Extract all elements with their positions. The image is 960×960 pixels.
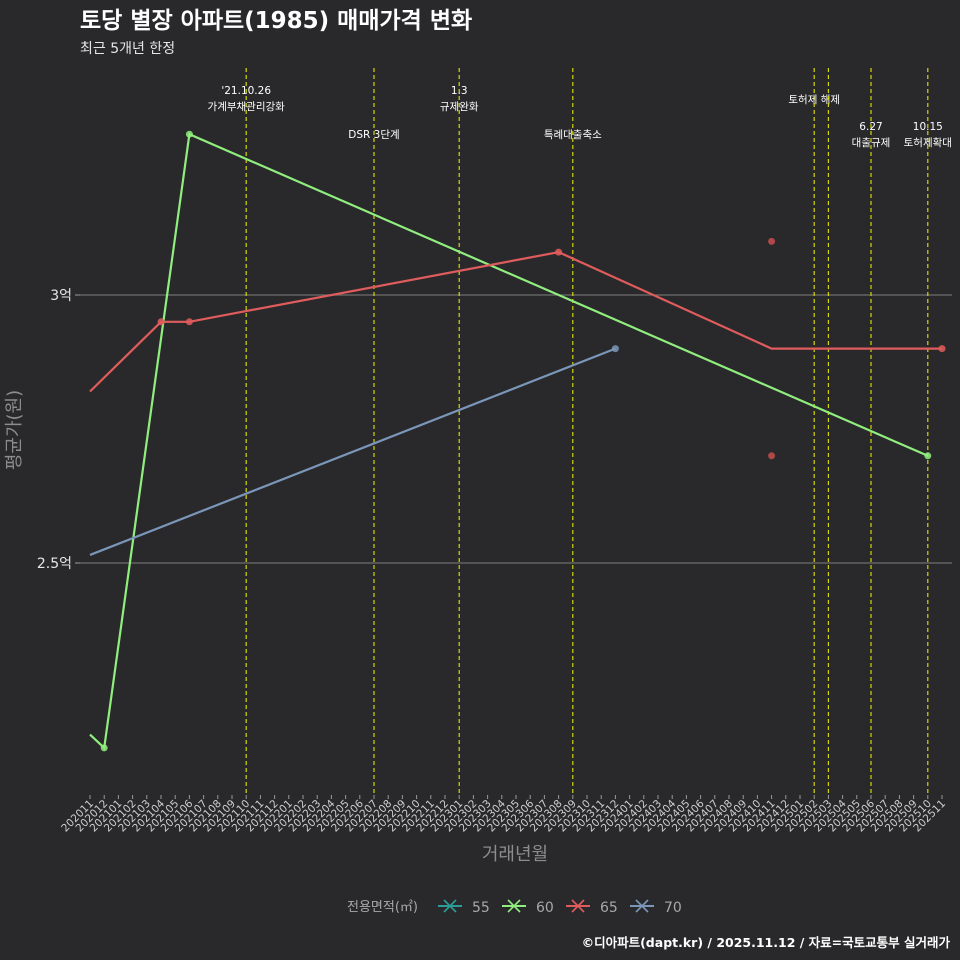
data-point-60 <box>100 744 108 752</box>
x-axis-title: 거래년월 <box>482 844 548 865</box>
event-label: 특례대출축소 <box>544 129 602 141</box>
caption: ©디아파트(dapt.kr) / 2025.11.12 / 자료=국토교통부 실… <box>582 935 951 950</box>
y-tick-label: 2.5억 <box>37 556 72 572</box>
legend: 전용면적(㎡) 55 60 65 70 <box>347 899 682 916</box>
data-point-70 <box>611 345 619 353</box>
y-axis-title: 평균가(원) <box>4 390 25 470</box>
data-point-65 <box>555 248 563 256</box>
series-line-70 <box>89 347 616 556</box>
event-label: 규제완화 <box>440 100 479 113</box>
data-point-60 <box>185 130 193 138</box>
series-line-60 <box>89 132 929 751</box>
event-label: 토허제 해제 <box>788 93 840 106</box>
event-label: 10.15 <box>913 121 943 133</box>
event-label: 1.3 <box>451 85 468 97</box>
event-label: 가계부채관리강화 <box>208 101 286 113</box>
series-line-65 <box>89 250 942 393</box>
legend-label: 65 <box>600 900 618 916</box>
legend-label: 70 <box>664 900 682 916</box>
event-label: '21.10.26 <box>221 85 271 97</box>
y-axis-ticks: 2.5억 3억 <box>37 288 80 572</box>
chart-title: 토당 별장 아파트(1985) 매매가격 변화 <box>80 8 472 34</box>
legend-key-cross <box>443 899 457 913</box>
data-point-extra <box>768 452 776 460</box>
y-tick-label: 3억 <box>50 288 72 304</box>
data-point-65 <box>185 318 193 326</box>
legend-key-cross <box>507 899 521 913</box>
legend-title: 전용면적(㎡) <box>347 900 418 915</box>
legend-label: 60 <box>536 900 554 916</box>
data-point-60 <box>924 452 932 460</box>
legend-key-cross <box>635 899 649 913</box>
x-axis-ticks: 2020112020122021012021022021032021042021… <box>59 795 948 834</box>
chart-subtitle: 최근 5개년 한정 <box>80 41 175 57</box>
gridlines <box>80 294 952 564</box>
event-label: 6.27 <box>859 121 882 133</box>
event-label: 토허제확대 <box>904 136 952 149</box>
legend-label: 55 <box>472 900 490 916</box>
legend-key-cross <box>571 899 585 913</box>
data-point-65 <box>938 345 946 353</box>
event-label: DSR 3단계 <box>348 129 399 141</box>
data-point-65 <box>157 318 165 326</box>
event-label: 대출규제 <box>852 137 891 149</box>
data-point-extra <box>768 237 776 245</box>
series-lines <box>89 130 946 752</box>
